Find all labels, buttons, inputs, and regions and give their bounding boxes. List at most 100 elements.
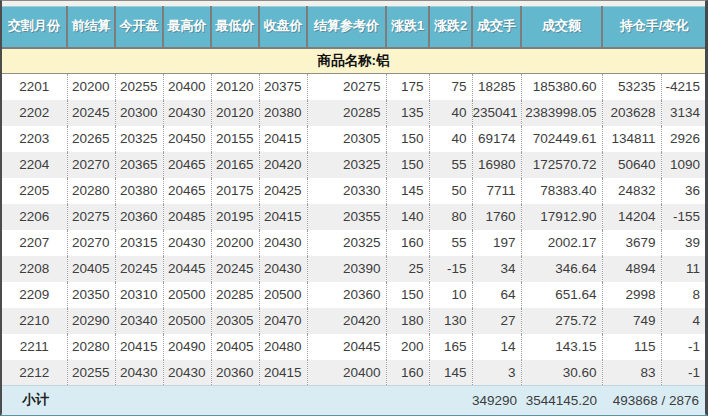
subtotal-open-interest-change: 493868 / 2876: [602, 386, 705, 415]
cell-open-price: 20360: [115, 204, 163, 230]
cell-volume: 69174: [472, 126, 521, 152]
subtotal-spacer: [115, 386, 163, 415]
cell-change1: 200: [386, 334, 429, 360]
cell-change1: 150: [386, 126, 429, 152]
cell-settlement-ref-price: 20400: [307, 360, 386, 386]
cell-open-price: 20365: [115, 152, 163, 178]
cell-delivery-month: 2209: [2, 282, 67, 308]
cell-settlement-ref-price: 20305: [307, 126, 386, 152]
cell-change1: 175: [386, 74, 429, 100]
cell-oi-change: 4: [661, 308, 705, 334]
table-row[interactable]: 2203202652032520450201552041520305150406…: [2, 126, 705, 152]
cell-delivery-month: 2208: [2, 256, 67, 282]
cell-volume: 64: [472, 282, 521, 308]
subtotal-spacer: [259, 386, 307, 415]
cell-change2: 40: [429, 126, 472, 152]
column-header-close-price[interactable]: 收盘价: [259, 4, 307, 48]
cell-low-price: 20165: [211, 152, 259, 178]
cell-close-price: 20430: [259, 256, 307, 282]
cell-settlement-ref-price: 20420: [307, 308, 386, 334]
column-header-volume[interactable]: 成交手: [472, 4, 521, 48]
column-header-open-price[interactable]: 今开盘: [115, 4, 163, 48]
table-row[interactable]: 2210202902034020500203052047020420180130…: [2, 308, 705, 334]
cell-volume: 34: [472, 256, 521, 282]
subtotal-spacer: [386, 386, 429, 415]
table-row[interactable]: 2211202802041520490204052048020445200165…: [2, 334, 705, 360]
table-row[interactable]: 2206202752036020485201952041520355140801…: [2, 204, 705, 230]
cell-prev-settlement: 20245: [67, 100, 115, 126]
table-row[interactable]: 2202202452030020430201202038020285135402…: [2, 100, 705, 126]
cell-prev-settlement: 20280: [67, 334, 115, 360]
table-header: 交割月份前结算今开盘最高价最低价收盘价结算参考价涨跌1涨跌2成交手成交额持仓手/…: [2, 4, 705, 48]
cell-oi-change: 11: [661, 256, 705, 282]
cell-delivery-month: 2205: [2, 178, 67, 204]
cell-change2: 40: [429, 100, 472, 126]
cell-turnover: 2002.17: [521, 230, 602, 256]
cell-low-price: 20360: [211, 360, 259, 386]
header-row: 交割月份前结算今开盘最高价最低价收盘价结算参考价涨跌1涨跌2成交手成交额持仓手/…: [2, 4, 705, 48]
cell-turnover: 17912.90: [521, 204, 602, 230]
table-row[interactable]: 220820405202452044520245204302039025-153…: [2, 256, 705, 282]
cell-turnover: 651.64: [521, 282, 602, 308]
table-row[interactable]: 2207202702031520430202002043020325160551…: [2, 230, 705, 256]
cell-low-price: 20120: [211, 74, 259, 100]
table-row[interactable]: 2209203502031020500202852050020360150106…: [2, 282, 705, 308]
cell-change2: 50: [429, 178, 472, 204]
column-header-open-interest-change[interactable]: 持仓手/变化: [602, 4, 705, 48]
cell-change1: 135: [386, 100, 429, 126]
table-row[interactable]: 2205202802038020465201752042520330145507…: [2, 178, 705, 204]
column-header-delivery-month[interactable]: 交割月份: [2, 4, 67, 48]
column-header-prev-settlement[interactable]: 前结算: [67, 4, 115, 48]
cell-change2: 75: [429, 74, 472, 100]
cell-low-price: 20155: [211, 126, 259, 152]
cell-volume: 27: [472, 308, 521, 334]
table-row[interactable]: 2201202002025520400201202037520275175751…: [2, 74, 705, 100]
cell-high-price: 20430: [163, 230, 211, 256]
cell-delivery-month: 2207: [2, 230, 67, 256]
cell-change2: 130: [429, 308, 472, 334]
cell-change2: 165: [429, 334, 472, 360]
cell-close-price: 20415: [259, 360, 307, 386]
cell-settlement-ref-price: 20325: [307, 152, 386, 178]
cell-change2: -15: [429, 256, 472, 282]
cell-prev-settlement: 20200: [67, 74, 115, 100]
cell-close-price: 20380: [259, 100, 307, 126]
cell-volume: 18285: [472, 74, 521, 100]
column-header-change1[interactable]: 涨跌1: [386, 4, 429, 48]
column-header-change2[interactable]: 涨跌2: [429, 4, 472, 48]
cell-high-price: 20485: [163, 204, 211, 230]
cell-prev-settlement: 20265: [67, 126, 115, 152]
cell-turnover: 172570.72: [521, 152, 602, 178]
cell-low-price: 20200: [211, 230, 259, 256]
cell-open-price: 20430: [115, 360, 163, 386]
table-row[interactable]: 2212202552043020430203602041520400160145…: [2, 360, 705, 386]
cell-open-price: 20380: [115, 178, 163, 204]
cell-prev-settlement: 20270: [67, 230, 115, 256]
cell-prev-settlement: 20280: [67, 178, 115, 204]
cell-prev-settlement: 20405: [67, 256, 115, 282]
cell-change1: 180: [386, 308, 429, 334]
cell-volume: 235041: [472, 100, 521, 126]
cell-change1: 160: [386, 230, 429, 256]
cell-open-interest: 203628: [602, 100, 661, 126]
cell-change2: 80: [429, 204, 472, 230]
cell-turnover: 346.64: [521, 256, 602, 282]
cell-volume: 1760: [472, 204, 521, 230]
cell-close-price: 20500: [259, 282, 307, 308]
cell-open-price: 20315: [115, 230, 163, 256]
column-header-settlement-ref-price[interactable]: 结算参考价: [307, 4, 386, 48]
column-header-low-price[interactable]: 最低价: [211, 4, 259, 48]
column-header-turnover[interactable]: 成交额: [521, 4, 602, 48]
cell-delivery-month: 2204: [2, 152, 67, 178]
cell-low-price: 20195: [211, 204, 259, 230]
cell-low-price: 20245: [211, 256, 259, 282]
column-header-high-price[interactable]: 最高价: [163, 4, 211, 48]
cell-high-price: 20465: [163, 152, 211, 178]
cell-volume: 197: [472, 230, 521, 256]
cell-open-interest: 115: [602, 334, 661, 360]
cell-high-price: 20450: [163, 126, 211, 152]
subtotal-spacer: [67, 386, 115, 415]
cell-low-price: 20285: [211, 282, 259, 308]
cell-prev-settlement: 20290: [67, 308, 115, 334]
table-row[interactable]: 2204202702036520465201652042020325150551…: [2, 152, 705, 178]
